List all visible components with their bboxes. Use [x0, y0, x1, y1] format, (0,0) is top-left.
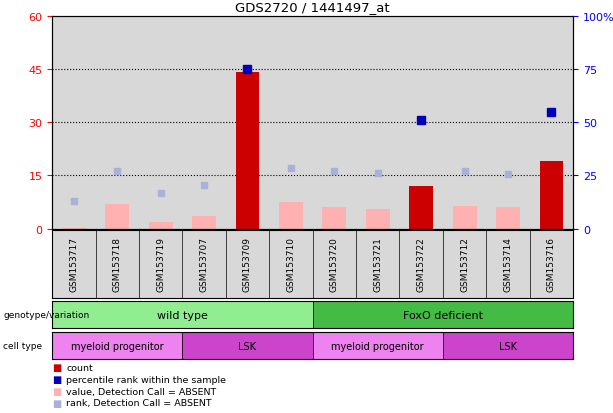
Text: FoxO deficient: FoxO deficient: [403, 310, 483, 320]
Text: rank, Detection Call = ABSENT: rank, Detection Call = ABSENT: [66, 399, 212, 407]
Text: GSM153717: GSM153717: [69, 236, 78, 291]
Bar: [452, 206, 476, 229]
Text: GSM153721: GSM153721: [373, 236, 383, 291]
Text: GSM153722: GSM153722: [417, 236, 425, 291]
Bar: [52, 301, 313, 328]
Text: GSM153709: GSM153709: [243, 236, 252, 291]
Text: genotype/variation: genotype/variation: [3, 311, 89, 319]
Text: percentile rank within the sample: percentile rank within the sample: [66, 375, 226, 384]
Text: GSM153714: GSM153714: [503, 236, 512, 291]
Bar: [279, 203, 303, 229]
Text: GSM153720: GSM153720: [330, 236, 339, 291]
Text: cell type: cell type: [3, 342, 42, 350]
Text: GSM153719: GSM153719: [156, 236, 165, 291]
Bar: [496, 208, 520, 229]
Text: GSM153716: GSM153716: [547, 236, 556, 291]
Bar: [62, 228, 86, 229]
Text: myeloid progenitor: myeloid progenitor: [332, 341, 424, 351]
Bar: [192, 217, 216, 229]
Text: GSM153710: GSM153710: [286, 236, 295, 291]
Text: LSK: LSK: [499, 341, 517, 351]
Bar: [183, 332, 313, 359]
Bar: [105, 204, 129, 229]
Bar: [409, 187, 433, 229]
Bar: [322, 208, 346, 229]
Bar: [313, 332, 443, 359]
Bar: [149, 222, 173, 229]
Text: count: count: [66, 363, 93, 372]
Bar: [539, 162, 563, 229]
Bar: [52, 332, 183, 359]
Text: GSM153707: GSM153707: [200, 236, 208, 291]
Text: GSM153718: GSM153718: [113, 236, 122, 291]
Text: ■: ■: [52, 398, 61, 408]
Bar: [366, 210, 390, 229]
Text: GSM153712: GSM153712: [460, 236, 469, 291]
Text: wild type: wild type: [157, 310, 208, 320]
Bar: [235, 73, 259, 229]
Text: ■: ■: [52, 362, 61, 372]
Text: ■: ■: [52, 386, 61, 396]
Text: value, Detection Call = ABSENT: value, Detection Call = ABSENT: [66, 387, 216, 396]
Text: myeloid progenitor: myeloid progenitor: [71, 341, 164, 351]
Bar: [443, 332, 573, 359]
Title: GDS2720 / 1441497_at: GDS2720 / 1441497_at: [235, 1, 390, 14]
Bar: [313, 301, 573, 328]
Text: ■: ■: [52, 374, 61, 384]
Text: LSK: LSK: [238, 341, 256, 351]
